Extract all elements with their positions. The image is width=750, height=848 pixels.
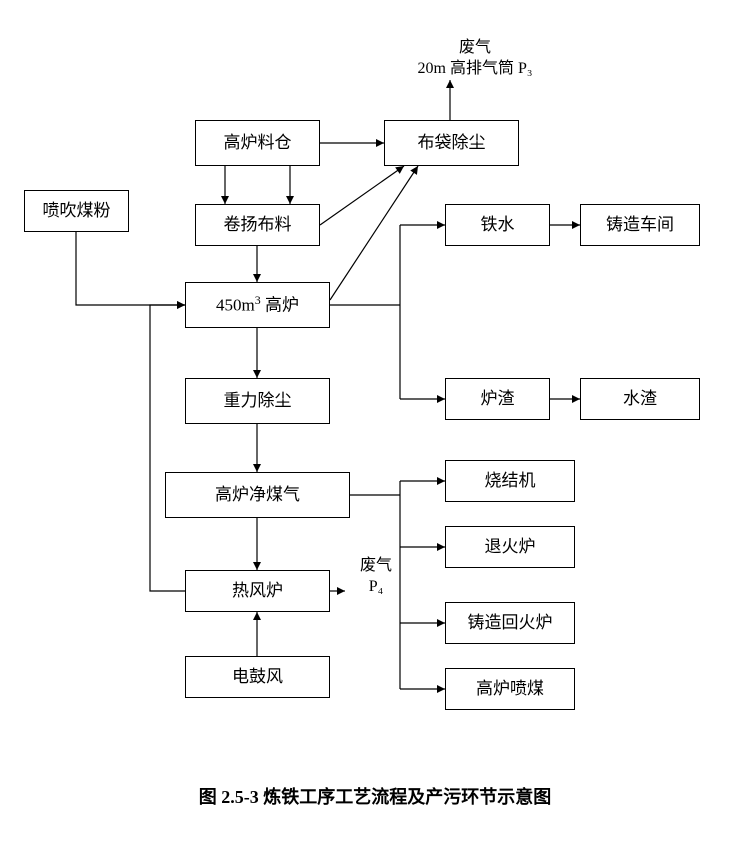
node-anneal: 退火炉	[445, 526, 575, 568]
node-coalinj-label: 喷吹煤粉	[43, 202, 111, 221]
arrow-silo-to-bagdust	[376, 139, 384, 147]
arrow-cleangas-to-hot	[253, 562, 261, 570]
node-ironwater: 铁水	[445, 204, 550, 246]
arrow-hoist-to-bagdust	[395, 166, 404, 174]
node-slag-label: 炉渣	[481, 390, 515, 409]
node-hoist-label: 卷扬布料	[224, 216, 292, 235]
node-hotstove: 热风炉	[185, 570, 330, 612]
node-sinter: 烧结机	[445, 460, 575, 502]
node-hotstove-label: 热风炉	[232, 582, 283, 601]
arrow-cg-to-casttemp	[437, 619, 445, 627]
arrow-silo-left-to-hoist	[221, 196, 229, 204]
node-sinter-label: 烧结机	[485, 472, 536, 491]
node-gravdust: 重力除尘	[185, 378, 330, 424]
arrow-iron-to-castshop	[572, 221, 580, 229]
arrow-branch-to-slag	[437, 395, 445, 403]
arrow-eblower-to-hot	[253, 612, 261, 620]
node-cleangas-label: 高炉净煤气	[215, 486, 300, 505]
node-bagdust: 布袋除尘	[384, 120, 519, 166]
node-ironwater-label: 铁水	[481, 216, 515, 235]
arrow-silo-right-to-hoist	[286, 196, 294, 204]
node-castshop-label: 铸造车间	[606, 216, 674, 235]
arrow-furnace-to-grav	[253, 370, 261, 378]
arrow-furnace-to-bagdust	[410, 166, 418, 175]
arrow-branch-to-iron	[437, 221, 445, 229]
node-silo-label: 高炉料仓	[224, 134, 292, 153]
edge-hot-to-furnace	[150, 305, 185, 591]
node-castshop: 铸造车间	[580, 204, 700, 246]
node-slag: 炉渣	[445, 378, 550, 420]
label-exhaust-p4: 废气 P₄	[346, 556, 406, 598]
node-waterslag: 水渣	[580, 378, 700, 420]
arrow-bagdust-to-exhaust	[446, 80, 454, 88]
node-anneal-label: 退火炉	[485, 538, 536, 557]
node-eblower-label: 电鼓风	[232, 668, 283, 687]
node-coalinj: 喷吹煤粉	[24, 190, 129, 232]
arrow-grav-to-cleangas	[253, 464, 261, 472]
node-casttemp-label: 铸造回火炉	[468, 614, 553, 633]
node-casttemp: 铸造回火炉	[445, 602, 575, 644]
arrow-cg-to-anneal	[437, 543, 445, 551]
label-exhaust-p3: 废气 20m 高排气筒 P₃	[385, 38, 565, 80]
edge-hoist-to-bagdust	[320, 166, 404, 225]
node-bagdust-label: 布袋除尘	[418, 134, 486, 153]
node-hoist: 卷扬布料	[195, 204, 320, 246]
node-bfcoal-label: 高炉喷煤	[476, 680, 544, 699]
node-gravdust-label: 重力除尘	[224, 392, 292, 411]
node-furnace: 450m3 高炉	[185, 282, 330, 328]
arrow-slag-to-waterslag	[572, 395, 580, 403]
arrow-coalinj-to-furnace	[177, 301, 185, 309]
node-waterslag-label: 水渣	[623, 390, 657, 409]
edge-coalinj-to-furnace	[76, 232, 185, 305]
node-cleangas: 高炉净煤气	[165, 472, 350, 518]
arrow-hoist-to-furnace	[253, 274, 261, 282]
node-silo: 高炉料仓	[195, 120, 320, 166]
node-furnace-label: 450m3 高炉	[216, 294, 299, 315]
node-bfcoal: 高炉喷煤	[445, 668, 575, 710]
edge-furnace-to-bagdust	[330, 166, 418, 300]
arrow-hot-to-furnace	[177, 301, 185, 309]
arrow-cg-to-sinter	[437, 477, 445, 485]
arrow-cg-to-bfcoal	[437, 685, 445, 693]
arrow-hot-to-p4	[337, 587, 345, 595]
node-eblower: 电鼓风	[185, 656, 330, 698]
figure-caption: 图 2.5-3 炼铁工序工艺流程及产污环节示意图	[0, 786, 750, 809]
